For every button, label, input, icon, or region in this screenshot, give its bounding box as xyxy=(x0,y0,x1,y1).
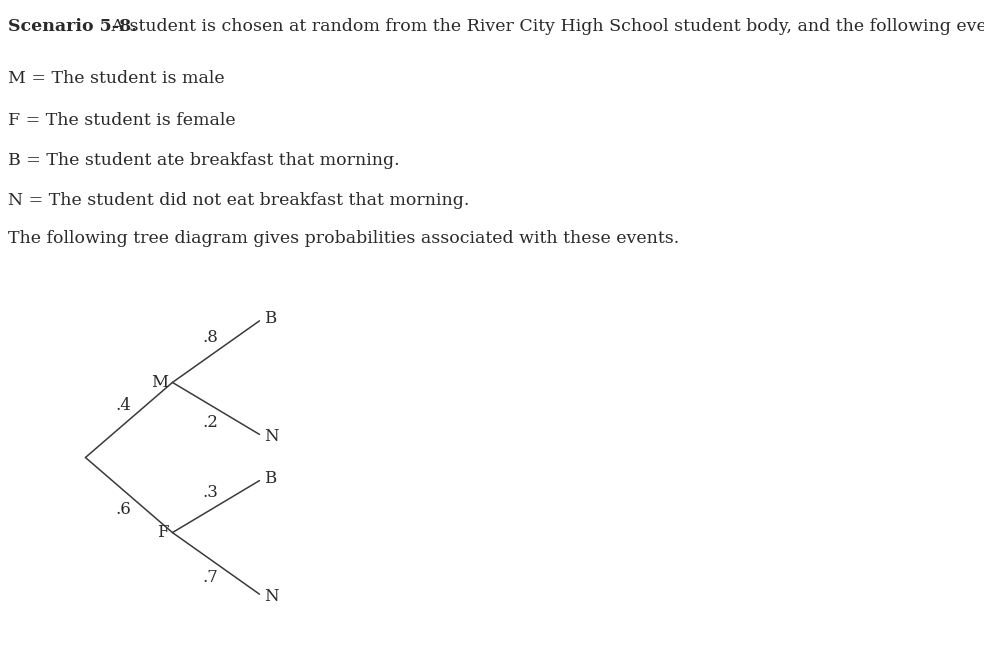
Text: N: N xyxy=(265,428,279,445)
Text: .6: .6 xyxy=(115,501,131,518)
Text: B: B xyxy=(265,470,277,487)
Text: A student is chosen at random from the River City High School student body, and : A student is chosen at random from the R… xyxy=(106,18,984,35)
Text: F: F xyxy=(156,524,168,541)
Text: M = The student is male: M = The student is male xyxy=(8,70,224,87)
Text: N: N xyxy=(265,588,279,605)
Text: Scenario 5-8.: Scenario 5-8. xyxy=(8,18,137,35)
Text: F = The student is female: F = The student is female xyxy=(8,112,235,129)
Text: B: B xyxy=(265,310,277,327)
Text: M: M xyxy=(152,374,168,391)
Text: .2: .2 xyxy=(202,415,217,431)
Text: .7: .7 xyxy=(202,569,217,587)
Text: N = The student did not eat breakfast that morning.: N = The student did not eat breakfast th… xyxy=(8,192,469,209)
Text: The following tree diagram gives probabilities associated with these events.: The following tree diagram gives probabi… xyxy=(8,230,679,247)
Text: .8: .8 xyxy=(202,329,217,345)
Text: .4: .4 xyxy=(115,397,131,414)
Text: B = The student ate breakfast that morning.: B = The student ate breakfast that morni… xyxy=(8,152,400,169)
Text: .3: .3 xyxy=(202,484,217,501)
